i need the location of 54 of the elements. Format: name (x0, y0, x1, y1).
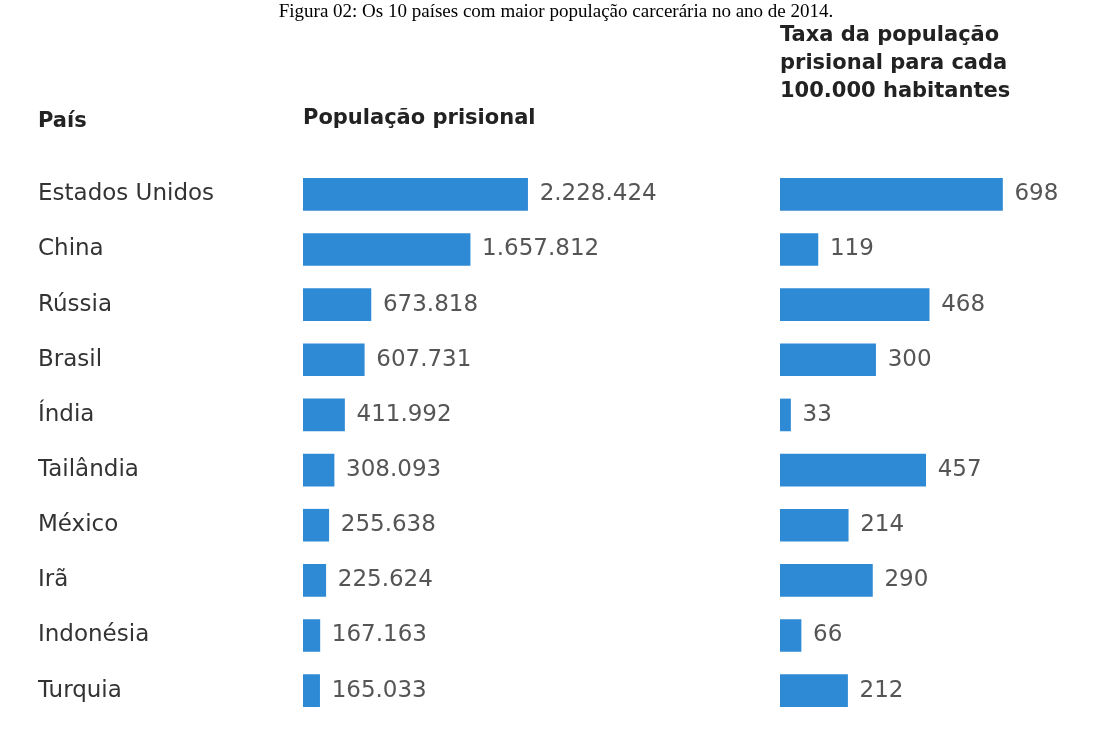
bar (303, 619, 321, 652)
data-label: 212 (859, 675, 904, 702)
data-label: 673.818 (382, 289, 479, 316)
bar (780, 508, 849, 542)
data-label: 66 (813, 620, 843, 647)
bar (303, 288, 372, 321)
data-label: 607.731 (376, 344, 472, 371)
data-label: 33 (802, 399, 832, 426)
bar (303, 674, 320, 707)
bar (303, 564, 327, 597)
bar (780, 564, 873, 597)
data-label: 457 (937, 455, 982, 482)
data-label: 255.638 (340, 510, 436, 537)
bar (780, 288, 930, 321)
data-label: 2.228.424 (539, 179, 657, 206)
data-label: 1.657.812 (482, 234, 600, 261)
bar (780, 343, 876, 377)
y-tick-label: Irã (38, 565, 69, 592)
data-label: 167.163 (331, 620, 427, 647)
bar (303, 398, 345, 432)
y-tick-label: Brasil (38, 344, 103, 371)
y-tick-label: México (38, 510, 119, 537)
bar (303, 343, 365, 377)
y-tick-label: Turquia (37, 675, 122, 702)
data-label: 214 (860, 510, 905, 537)
chart-subtitle: População prisional (303, 104, 536, 131)
y-tick-label: Rússia (38, 289, 112, 316)
chart-title: Taxa da população prisional para cada 100.000 habitantes (780, 21, 1012, 104)
bar (303, 508, 330, 542)
y-tick-label: China (38, 234, 104, 261)
data-label: 119 (829, 234, 874, 261)
y-tick-label: Indonésia (38, 620, 150, 647)
bar (303, 178, 528, 211)
data-label: 290 (884, 565, 929, 592)
y-tick-label: Índia (38, 398, 95, 426)
data-label: 308.093 (346, 455, 442, 482)
data-label: 468 (941, 289, 986, 316)
bar (780, 674, 848, 707)
bar (303, 233, 471, 266)
y-tick-label: Estados Unidos (38, 179, 215, 206)
bar (780, 233, 819, 266)
bar (780, 398, 791, 432)
chart-title: Figura 02: Os 10 países com maior população carcerária no ano de 2014. (277, 0, 835, 22)
data-label: 165.033 (331, 675, 427, 702)
bar (780, 619, 802, 652)
y-tick-label: Tailândia (37, 455, 139, 482)
data-label: 300 (887, 344, 932, 371)
data-label: 225.624 (337, 565, 433, 592)
y-axis-title: País (38, 107, 87, 134)
data-label: 411.992 (356, 399, 452, 426)
bar (780, 453, 926, 487)
bar (303, 453, 335, 487)
data-label: 698 (1014, 179, 1059, 206)
bar (780, 178, 1003, 211)
